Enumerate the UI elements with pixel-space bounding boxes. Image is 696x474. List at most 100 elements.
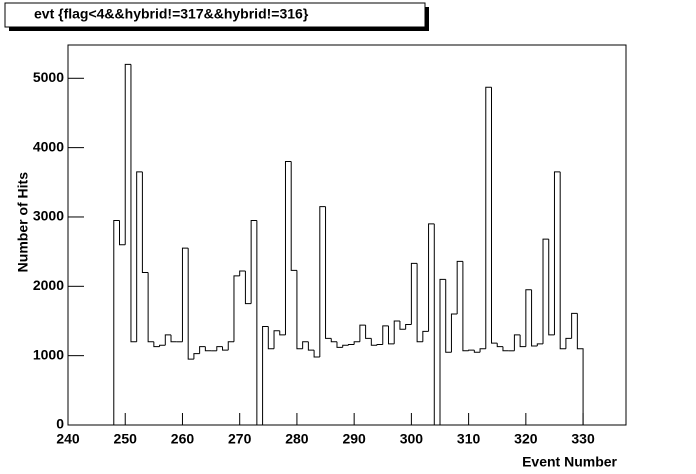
x-tick-label: 280 (285, 431, 309, 447)
y-tick-label: 4000 (33, 138, 64, 154)
histogram-bin (548, 239, 555, 336)
x-tick-label: 250 (114, 431, 138, 447)
x-tick-label: 310 (457, 431, 481, 447)
x-tick-label: 320 (514, 431, 538, 447)
histogram-bin (531, 289, 538, 347)
histogram-bin (553, 171, 561, 335)
histogram-bin (445, 279, 452, 353)
histogram-bin (273, 330, 280, 349)
histogram-bin (124, 63, 131, 245)
y-axis-label: Number of Hits (15, 172, 31, 273)
x-tick-label: 240 (56, 431, 80, 447)
histogram-bin (113, 219, 120, 425)
histogram-bin (428, 223, 435, 332)
histogram-bin (399, 320, 406, 330)
histogram-bin (468, 349, 475, 351)
histogram-bin (222, 346, 229, 351)
histogram-bin (307, 341, 315, 351)
histogram-bin (479, 348, 486, 353)
histogram-bin (279, 330, 286, 336)
x-tick-label: 330 (571, 431, 595, 447)
x-tick-label: 260 (171, 431, 195, 447)
histogram-bin (393, 320, 400, 344)
histogram-bin (302, 341, 309, 349)
histogram-bin (376, 344, 383, 346)
histogram-bin (181, 247, 189, 342)
plot-frame (67, 44, 627, 426)
histogram-bin (387, 325, 395, 345)
histogram-bin (571, 312, 578, 339)
y-tick-label: 2000 (33, 277, 64, 293)
histogram-bin (353, 341, 360, 345)
histogram-bin (462, 261, 469, 352)
histogram-bin (513, 334, 521, 351)
histogram-bin (216, 346, 223, 351)
y-tick-label: 3000 (33, 208, 64, 224)
histogram-bin (422, 330, 429, 342)
histogram-bin (239, 270, 246, 276)
histogram-bin (519, 334, 526, 348)
histogram-bin (170, 334, 177, 343)
histogram-bin (187, 248, 194, 360)
histogram-bin (365, 325, 372, 339)
histogram-bin (199, 346, 206, 354)
y-tick-label: 5000 (33, 69, 64, 85)
histogram-bin (244, 271, 252, 305)
histogram-bin (136, 171, 143, 342)
histogram-bin (290, 161, 297, 271)
histogram-bin (342, 344, 349, 348)
histogram-bin (485, 86, 492, 349)
histogram-bin (536, 343, 544, 346)
histogram-bin (410, 262, 418, 325)
x-tick-label: 290 (342, 431, 366, 447)
title-box (4, 2, 426, 28)
histogram-bin (496, 343, 503, 348)
histogram-bin (347, 344, 355, 346)
histogram-bin (204, 346, 212, 352)
y-tick-label: 1000 (33, 346, 64, 362)
x-tick-label: 270 (228, 431, 252, 447)
histogram-bin (502, 346, 509, 352)
histogram-bin (576, 313, 584, 425)
histogram-bin (450, 313, 458, 353)
histogram-bin (147, 272, 154, 343)
histogram-bin (313, 350, 320, 358)
histogram-bin (164, 334, 172, 346)
histogram-bin (473, 350, 481, 353)
histogram-bin (359, 324, 366, 342)
y-tick-label: 0 (56, 416, 64, 432)
histogram-bin (330, 338, 337, 343)
histogram-bin (284, 160, 292, 335)
histogram-bin (262, 326, 269, 425)
histogram-bin (542, 238, 549, 344)
histogram-bin (565, 337, 572, 349)
histogram-bin (370, 338, 378, 346)
histogram-bin (382, 325, 389, 345)
histogram-bin (491, 87, 498, 344)
histogram-bin (256, 220, 263, 426)
histogram-bin (153, 341, 160, 348)
x-axis-label: Event Number (522, 454, 617, 470)
histogram-bin (250, 219, 257, 304)
histogram-bin (141, 171, 149, 273)
x-tick-label: 300 (400, 431, 424, 447)
histogram-bin (456, 260, 463, 315)
histogram-bin (525, 289, 532, 347)
histogram-bin (405, 323, 412, 330)
histogram-bin (433, 223, 440, 426)
histogram-bin (130, 64, 137, 343)
histogram-bin (267, 326, 275, 350)
histogram-bin (233, 275, 240, 342)
histogram-bin (439, 278, 446, 425)
histogram-bin (559, 171, 566, 350)
histogram-bin (319, 206, 326, 358)
histogram-bin (119, 220, 126, 246)
histogram-bin (193, 353, 200, 360)
histogram-bin (227, 341, 234, 351)
histogram-bin (325, 206, 332, 339)
histogram-bin (296, 270, 303, 350)
histogram-bin (159, 344, 166, 347)
histogram-bin (416, 263, 423, 343)
histogram-bin (336, 341, 343, 348)
